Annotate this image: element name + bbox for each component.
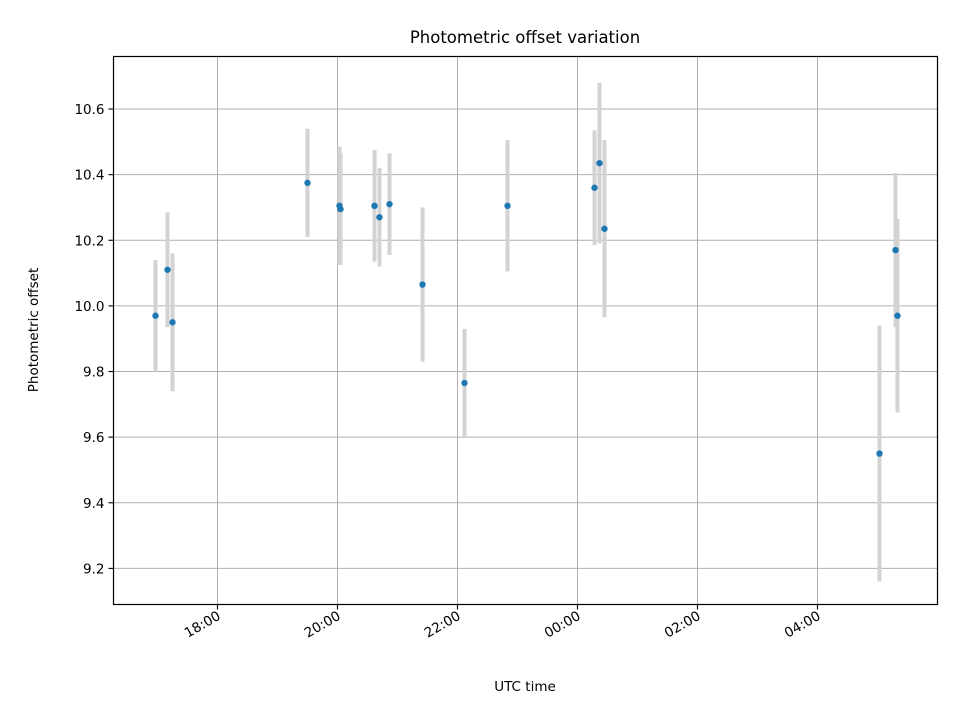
y-tick-label: 10.4 xyxy=(74,168,104,184)
y-tick-label: 10.2 xyxy=(74,233,104,249)
data-point xyxy=(876,450,883,457)
x-axis-label: UTC time xyxy=(494,679,556,695)
y-tick-label: 10.0 xyxy=(74,299,104,315)
x-axis: 18:00 20:00 22:00 00:00 02:00 04:00 xyxy=(182,604,824,641)
data-point xyxy=(591,184,598,191)
y-axis-label: Photometric offset xyxy=(26,268,42,392)
y-tick-label: 9.8 xyxy=(83,365,104,381)
y-axis: 9.2 9.4 9.6 9.8 10.0 10.2 10.4 10.6 xyxy=(74,102,114,577)
data-point xyxy=(386,200,393,208)
data-point xyxy=(376,214,383,221)
data-point xyxy=(164,266,171,273)
x-tick-label: 22:00 xyxy=(422,608,464,641)
data-point xyxy=(601,225,608,232)
x-tick-label: 00:00 xyxy=(542,608,584,641)
data-point xyxy=(419,281,426,288)
y-tick-label: 9.4 xyxy=(83,496,104,512)
plot-frame xyxy=(112,55,939,606)
data-points xyxy=(152,159,901,457)
y-tick-label: 9.2 xyxy=(83,561,104,577)
chart-title: Photometric offset variation xyxy=(410,28,640,47)
data-point xyxy=(169,319,176,326)
y-tick-label: 9.6 xyxy=(83,430,104,446)
error-bars xyxy=(153,82,900,582)
data-point xyxy=(504,202,511,210)
data-point xyxy=(304,179,311,187)
grid xyxy=(113,56,938,605)
x-tick-label: 04:00 xyxy=(782,608,824,641)
x-tick-label: 02:00 xyxy=(662,608,704,641)
data-point xyxy=(152,312,159,319)
data-point xyxy=(894,312,901,319)
data-point xyxy=(596,159,603,167)
data-point xyxy=(892,246,899,254)
x-tick-label: 18:00 xyxy=(182,608,224,641)
y-tick-label: 10.6 xyxy=(74,102,104,118)
x-tick-label: 20:00 xyxy=(302,608,344,641)
data-point xyxy=(461,379,468,387)
data-point xyxy=(337,205,344,213)
data-point xyxy=(371,202,378,210)
